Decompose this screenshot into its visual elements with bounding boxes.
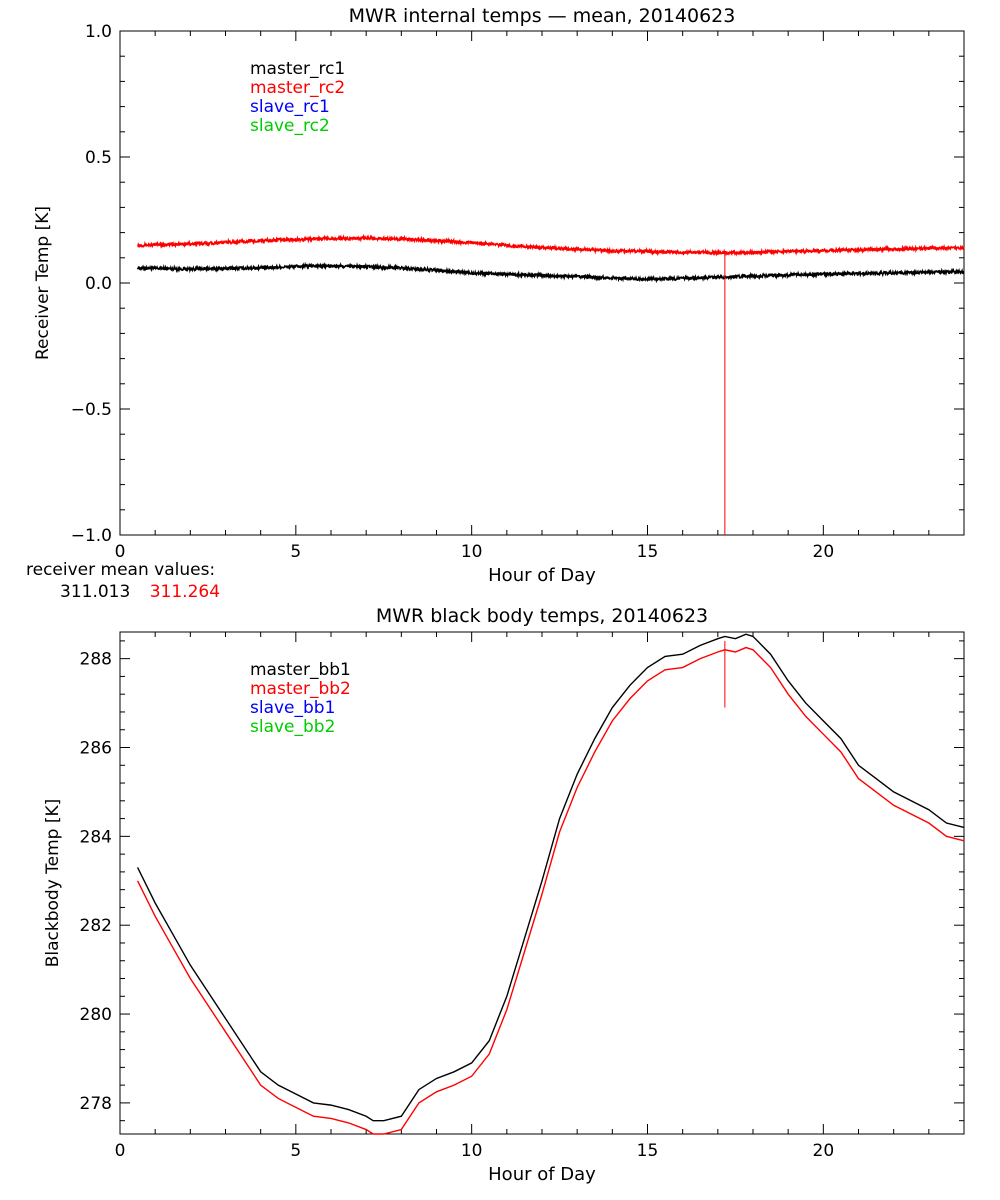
y-tick-label: 286 — [80, 739, 112, 759]
legend-entry: master_rc1 — [250, 59, 345, 79]
x-tick-label: 10 — [461, 1141, 483, 1161]
legend-entry: slave_rc1 — [250, 97, 330, 117]
legend-entry: master_rc2 — [250, 78, 345, 98]
y-tick-label: 284 — [80, 827, 112, 847]
x-tick-label: 20 — [813, 542, 835, 562]
legend-entry: slave_bb2 — [250, 717, 335, 737]
legend-entry: slave_rc2 — [250, 116, 330, 136]
x-axis-label: Hour of Day — [488, 1164, 596, 1185]
y-axis-label: Receiver Temp [K] — [33, 206, 53, 360]
receiver-mean-value-1: 311.013 — [60, 582, 131, 602]
series-line-master_rc2 — [137, 233, 965, 257]
x-tick-label: 15 — [637, 1141, 659, 1161]
x-tick-label: 0 — [115, 542, 126, 562]
y-tick-label: 0.5 — [85, 148, 112, 168]
y-tick-label: 280 — [80, 1005, 112, 1025]
chart-2: MWR black body temps, 20140623 0 5 10 15 20 Ho… — [43, 605, 965, 1185]
y-tick-label: −1.0 — [71, 526, 112, 546]
x-tick-label: 0 — [115, 1141, 126, 1161]
legend-entry: master_bb1 — [250, 660, 351, 680]
chart-title: MWR internal temps — mean, 20140623 — [349, 5, 736, 27]
x-tick-label: 10 — [461, 542, 483, 562]
y-tick-label: 282 — [80, 916, 112, 936]
series-line-master_rc1 — [136, 261, 965, 284]
x-tick-label: 20 — [813, 1141, 835, 1161]
chart-title: MWR black body temps, 20140623 — [376, 605, 708, 627]
plot-frame — [119, 30, 965, 536]
x-axis-label: Hour of Day — [488, 565, 596, 586]
y-tick-label: 288 — [80, 650, 112, 670]
chart-1: MWR internal temps — mean, 20140623 0 5 10 1… — [33, 5, 965, 586]
y-tick-label: 278 — [80, 1094, 112, 1114]
legend-entry: master_bb2 — [250, 679, 351, 699]
series-line-master_bb1 — [136, 633, 965, 1122]
x-tick-label: 5 — [290, 542, 301, 562]
y-axis-label: Blackbody Temp [K] — [43, 799, 63, 968]
x-tick-label: 15 — [637, 542, 659, 562]
receiver-mean-label: receiver mean values: — [26, 560, 216, 580]
y-tick-label: −0.5 — [71, 400, 112, 420]
receiver-mean-value-2: 311.264 — [149, 582, 221, 602]
y-tick-label: 0.0 — [85, 274, 112, 294]
x-tick-label: 5 — [290, 1141, 301, 1161]
legend-entry: slave_bb1 — [250, 698, 335, 718]
series-line-master_bb2 — [136, 646, 965, 1135]
receiver-mean-values: 311.013 311.264 — [60, 582, 234, 602]
y-tick-label: 1.0 — [85, 22, 112, 42]
